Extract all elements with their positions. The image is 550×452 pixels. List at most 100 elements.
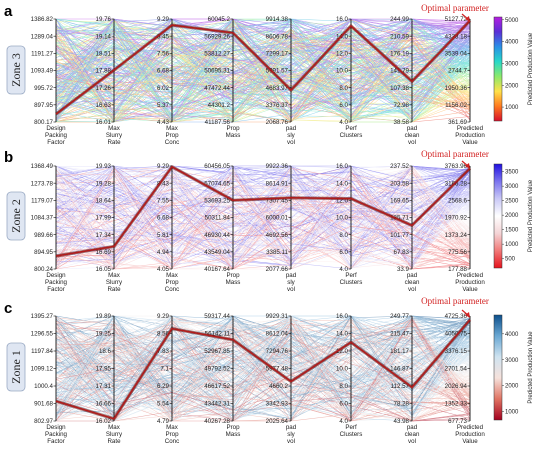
sample-line	[55, 165, 471, 258]
tick-label: 901.68	[34, 401, 53, 408]
tick-label: 17.31	[96, 383, 112, 390]
axis-label: Value	[462, 438, 478, 445]
sample-line	[55, 315, 471, 422]
tick-label: 5977.48	[266, 366, 289, 373]
tick-label: 6.68	[157, 68, 170, 75]
sample-line	[55, 168, 471, 269]
tick-label: 50695.31	[204, 68, 230, 75]
sample-line	[55, 18, 471, 113]
colorbar-tick-label: 4000	[505, 40, 519, 46]
axis-label: Max	[166, 424, 179, 431]
tick-label: 8.0	[339, 232, 348, 239]
sample-line	[55, 165, 471, 263]
sample-line	[55, 18, 471, 123]
sample-line	[55, 179, 471, 240]
panel-letter: a	[4, 3, 13, 20]
tick-label: 4.94	[157, 249, 170, 256]
sample-line	[55, 30, 471, 110]
axis-label: Rate	[107, 438, 121, 445]
sample-line	[55, 315, 471, 413]
sample-line	[55, 325, 471, 414]
sample-line	[55, 165, 471, 270]
sample-line	[55, 199, 471, 270]
tick-label: 361.69	[448, 119, 467, 126]
tick-label: 16.69	[96, 249, 112, 256]
tick-label: 244.99	[390, 16, 409, 23]
tick-label: 4692.56	[266, 232, 289, 239]
tick-label: 2026.94	[445, 383, 468, 390]
sample-line	[55, 42, 471, 98]
tick-label: 8606.78	[266, 33, 289, 40]
tick-label: 135.71	[390, 215, 409, 222]
axis-label: Perf	[345, 424, 357, 431]
sample-line	[55, 21, 471, 123]
sample-line	[55, 315, 471, 381]
sample-line	[55, 37, 471, 123]
sample-line	[55, 165, 471, 270]
axis-label: Rate	[107, 139, 121, 146]
sample-line	[55, 18, 471, 90]
tick-label: 7.55	[157, 198, 170, 205]
colorbar-title: Predicted Production Value	[528, 331, 534, 404]
sample-line	[55, 328, 471, 410]
tick-label: 6.02	[157, 85, 170, 92]
annotation-arrowhead	[465, 163, 470, 169]
zone-label-text: Zone 1	[9, 350, 23, 384]
tick-label: 72.98	[394, 102, 410, 109]
tick-label: 4.0	[339, 418, 348, 425]
sample-line	[55, 167, 471, 260]
axis-label: Prop	[226, 125, 240, 132]
zone-label-text: Zone 2	[9, 199, 23, 233]
axis-label: sly	[287, 279, 295, 286]
axis-label: Production	[455, 279, 485, 286]
tick-label: 78.28	[394, 401, 410, 408]
sample-line	[55, 326, 471, 420]
sample-line	[55, 165, 471, 246]
sample-line	[55, 315, 471, 417]
colorbar-tick-label: 1000	[505, 410, 519, 416]
axis-prop-mass: 60456.05 57074.65 53693.25 50311.84 46930.44…	[204, 163, 240, 286]
tick-label: 14.0	[336, 331, 349, 338]
sample-line	[55, 36, 471, 113]
colorbar-gradient	[493, 16, 503, 122]
tick-label: 112.57	[391, 383, 410, 390]
sample-line	[55, 165, 471, 245]
sample-line	[55, 18, 471, 118]
sample-line	[55, 190, 471, 266]
sample-line	[55, 18, 471, 104]
tick-label: 249.77	[390, 313, 409, 320]
tick-label: 210.59	[390, 33, 409, 40]
sample-line	[55, 165, 471, 266]
tick-label: 16.02	[96, 418, 112, 425]
sample-line	[55, 182, 471, 266]
tick-label: 17.26	[96, 85, 112, 92]
sample-line	[55, 23, 471, 102]
sample-line	[55, 165, 471, 264]
tick-label: 9.29	[157, 16, 170, 23]
sample-line	[55, 18, 471, 112]
tick-label: 17.34	[96, 232, 112, 239]
tick-label: 107.38	[390, 85, 409, 92]
sample-line	[55, 315, 471, 421]
sample-line	[55, 29, 471, 121]
tick-label: 4683.97	[266, 85, 289, 92]
sample-line	[55, 166, 471, 270]
tick-label: 47472.44	[204, 85, 230, 92]
tick-label: 775.56	[448, 249, 467, 256]
sample-line	[55, 21, 471, 123]
tick-label: 5.81	[157, 232, 170, 239]
axis-label: vol	[287, 438, 295, 445]
axis-label: Prop	[165, 132, 179, 139]
axis-label: Prop	[165, 431, 179, 438]
sample-line	[55, 18, 471, 105]
tick-label: 1156.02	[445, 102, 467, 109]
sample-line	[55, 214, 471, 270]
sample-line	[55, 334, 471, 409]
tick-label: 3376.37	[266, 102, 289, 109]
optimal-parameter-annotation: Optimal parameter	[421, 296, 489, 306]
axis-label: Factor	[47, 286, 65, 293]
colorbar-tick-label: 5000	[505, 18, 519, 24]
colorbar-title: Predicted Production Value	[528, 32, 534, 105]
